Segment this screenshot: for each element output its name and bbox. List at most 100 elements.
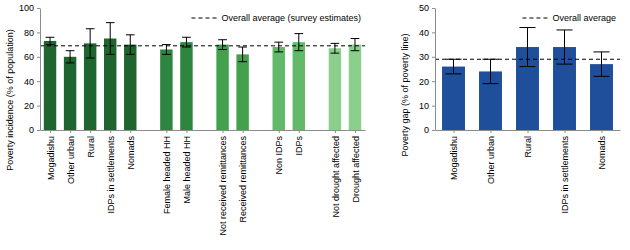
x-tick: Nomads bbox=[126, 130, 136, 170]
tick-label: Received remittances bbox=[238, 136, 248, 223]
tick-mark bbox=[166, 130, 167, 133]
axis-title: Poverty incidence (% of population) bbox=[5, 29, 15, 171]
tick-mark bbox=[70, 130, 71, 133]
bar bbox=[64, 57, 76, 130]
tick-mark bbox=[432, 57, 435, 58]
error-bar bbox=[46, 37, 55, 44]
x-tick: Nomads bbox=[597, 130, 607, 170]
bar bbox=[273, 47, 285, 130]
axis-title: Poverty gap (% of poverty line) bbox=[400, 33, 410, 156]
tick-mark bbox=[299, 130, 300, 133]
tick-label: 20 bbox=[24, 101, 34, 111]
bar bbox=[180, 42, 192, 130]
chart: 01020304050MogadishuOther urbanRuralIDPs… bbox=[400, 3, 620, 213]
tick-mark bbox=[491, 130, 492, 133]
tick-mark bbox=[37, 57, 40, 58]
x-axis: Mogadishu Other urban Rural IDPs in settlem… bbox=[41, 130, 366, 236]
tick-label: IDPs in settlements bbox=[106, 136, 116, 214]
y-tick: 0 bbox=[29, 125, 40, 135]
error-bar bbox=[445, 59, 461, 74]
y-tick: 20 bbox=[24, 101, 40, 111]
bar bbox=[124, 45, 136, 130]
error-bar bbox=[482, 59, 498, 83]
tick-mark bbox=[90, 130, 91, 133]
error-bar bbox=[66, 51, 75, 63]
tick-mark bbox=[110, 130, 111, 133]
x-tick: IDPs bbox=[294, 130, 304, 156]
error-bar bbox=[593, 52, 609, 76]
y-tick: 40 bbox=[24, 77, 40, 87]
tick-mark bbox=[565, 130, 566, 133]
tick-mark bbox=[130, 130, 131, 133]
y-tick: 50 bbox=[419, 3, 435, 13]
reference-line bbox=[435, 59, 620, 60]
x-tick: Not received remittances bbox=[218, 130, 228, 236]
x-tick: Drought affected bbox=[351, 130, 361, 202]
y-tick: 0 bbox=[424, 125, 435, 135]
tick-label: Other urban bbox=[486, 136, 496, 184]
chart: 020406080100MogadishuOther urbanRuralIDP… bbox=[5, 3, 365, 235]
error-bar bbox=[274, 42, 283, 52]
x-tick: Mogadishu bbox=[46, 130, 56, 180]
legend-label: Overall average bbox=[552, 13, 616, 23]
plot-area bbox=[435, 28, 620, 130]
tick-label: Rural bbox=[523, 136, 533, 158]
y-tick: 100 bbox=[19, 3, 40, 13]
tick-label: Not received remittances bbox=[218, 136, 228, 236]
tick-label: 0 bbox=[424, 125, 429, 135]
x-tick: Non IDPs bbox=[274, 130, 284, 175]
x-tick: Male headed HH bbox=[182, 130, 192, 204]
tick-mark bbox=[186, 130, 187, 133]
tick-label: Rural bbox=[86, 136, 96, 158]
x-tick: Rural bbox=[523, 130, 533, 158]
x-tick: IDPs in settlements bbox=[560, 130, 570, 214]
y-tick: 80 bbox=[24, 28, 40, 38]
tick-label: 50 bbox=[419, 3, 429, 13]
tick-mark bbox=[223, 130, 224, 133]
x-tick: Rural bbox=[86, 130, 96, 158]
y-tick: 10 bbox=[419, 101, 435, 111]
error-bar bbox=[238, 47, 247, 62]
tick-label: IDPs bbox=[294, 136, 304, 156]
tick-label: Nomads bbox=[597, 136, 607, 170]
bar bbox=[236, 54, 248, 130]
x-tick: IDPs in settlements bbox=[106, 130, 116, 214]
tick-label: Nomads bbox=[126, 136, 136, 170]
error-bar bbox=[218, 40, 227, 50]
tick-mark bbox=[37, 106, 40, 107]
legend-label: Overall average (survey estimates) bbox=[221, 13, 361, 23]
tick-mark bbox=[37, 130, 40, 131]
x-tick: Female headed HH bbox=[162, 130, 172, 214]
legend: Overall average bbox=[522, 13, 616, 23]
x-tick: Other urban bbox=[486, 130, 496, 184]
y-axis: 020406080100 bbox=[19, 3, 41, 135]
bar bbox=[216, 45, 228, 130]
error-bar bbox=[86, 29, 95, 58]
y-axis: 01020304050 bbox=[419, 3, 436, 135]
chart-canvas: 020406080100MogadishuOther urbanRuralIDP… bbox=[0, 0, 630, 250]
tick-label: 0 bbox=[29, 125, 34, 135]
tick-mark bbox=[432, 81, 435, 82]
tick-mark bbox=[37, 32, 40, 33]
tick-mark bbox=[335, 130, 336, 133]
tick-label: 10 bbox=[419, 101, 429, 111]
tick-label: 40 bbox=[24, 77, 34, 87]
error-bar bbox=[351, 39, 360, 51]
tick-mark bbox=[279, 130, 280, 133]
tick-mark bbox=[50, 130, 51, 133]
y-tick: 20 bbox=[419, 77, 435, 87]
error-bar bbox=[331, 43, 340, 53]
tick-label: Not drought affected bbox=[331, 136, 341, 217]
tick-label: Non IDPs bbox=[274, 136, 284, 175]
tick-mark bbox=[37, 8, 40, 9]
error-bar bbox=[519, 28, 535, 67]
tick-label: Other urban bbox=[66, 136, 76, 184]
tick-label: 100 bbox=[19, 3, 34, 13]
bar bbox=[293, 42, 305, 130]
y-tick: 40 bbox=[419, 28, 435, 38]
bar bbox=[329, 48, 341, 130]
tick-label: 40 bbox=[419, 28, 429, 38]
axis-line bbox=[41, 130, 366, 131]
plot-area bbox=[40, 23, 365, 130]
legend: Overall average (survey estimates) bbox=[191, 13, 361, 23]
